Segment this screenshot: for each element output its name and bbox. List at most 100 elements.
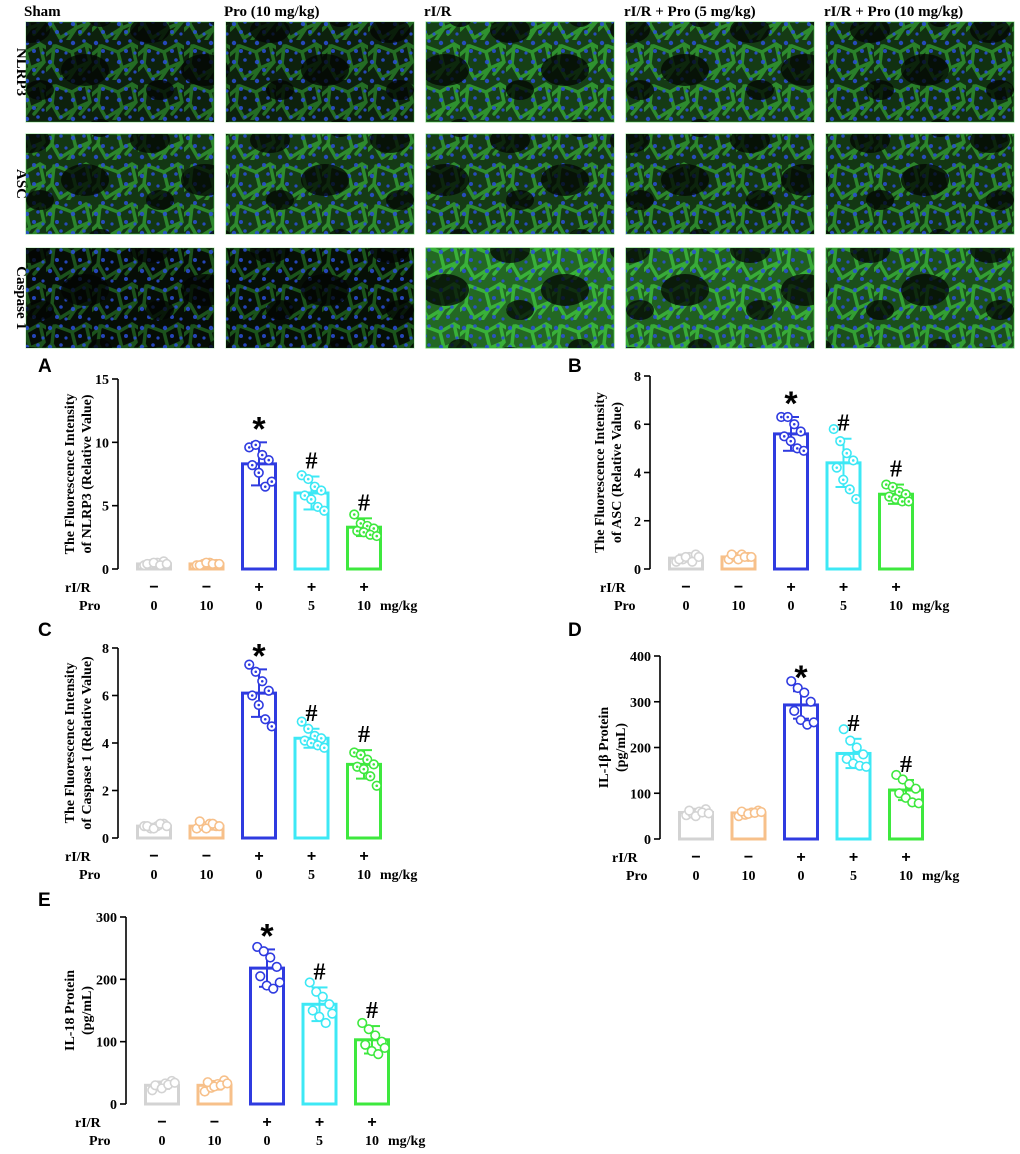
data-point-center — [257, 471, 261, 475]
data-point — [680, 551, 691, 563]
bar-group — [188, 816, 225, 840]
y-axis-label: The Fluorescence Intensity — [593, 392, 608, 553]
pro-dose: 0 — [151, 599, 158, 614]
y-tick-label: 300 — [630, 696, 651, 711]
dose-unit: mg/kg — [912, 599, 949, 614]
micrograph-tile — [825, 133, 1015, 235]
y-axis-label: of NLRP3 (Relative Value) — [80, 394, 95, 553]
data-point-center — [832, 427, 836, 431]
rir-indicator: + — [307, 579, 316, 596]
data-point-center — [884, 483, 888, 486]
micrograph-tile — [625, 21, 815, 123]
micrograph-tile — [825, 21, 1015, 123]
data-point — [327, 1008, 338, 1019]
micrograph-grid: Sham Pro (10 mg/kg) rI/R rI/R + Pro (5 mg/k… — [13, 4, 1015, 349]
data-point — [370, 1030, 381, 1041]
chart-panel-B: B The Fluorescence Intensity of ASC (Relat… — [568, 356, 949, 614]
chart-panel-A: A The Fluorescence Intensity of NLRP3 (Rel… — [38, 356, 417, 614]
rir-indicator: − — [202, 579, 211, 596]
data-point-center — [375, 784, 379, 788]
data-point-center — [267, 458, 271, 462]
bar-group — [144, 1075, 180, 1106]
bar-group: # — [354, 998, 390, 1106]
significance-hash: # — [306, 449, 318, 475]
data-point — [360, 1039, 371, 1050]
data-point-center — [257, 703, 261, 707]
pro-dose: 5 — [316, 1134, 323, 1149]
panel-letter: B — [568, 356, 582, 377]
data-point-center — [313, 485, 317, 488]
micrograph-tile — [825, 247, 1015, 349]
airspace — [826, 22, 1014, 122]
rir-indicator: − — [202, 848, 211, 865]
data-point-center — [372, 527, 376, 530]
data-point-center — [835, 466, 839, 469]
data-point — [861, 761, 872, 772]
bar — [293, 736, 330, 840]
pro-dose: 5 — [308, 599, 315, 614]
y-tick-label: 15 — [95, 373, 109, 388]
data-point — [756, 806, 767, 818]
y-tick-label: 6 — [634, 418, 641, 433]
dose-unit: mg/kg — [922, 869, 959, 884]
chart-panel-C: C The Fluorescence Intensity of Caspase 1 … — [38, 620, 417, 883]
data-point-center — [362, 530, 366, 534]
micrograph-tile — [425, 21, 615, 123]
data-point-center — [260, 679, 264, 683]
data-point — [268, 983, 279, 994]
micrograph-tile — [225, 247, 415, 349]
bar-group — [196, 1075, 233, 1106]
pro-dose: 10 — [732, 599, 746, 614]
data-point-center — [270, 725, 274, 728]
bar-group — [136, 556, 172, 571]
pro-dose: 10 — [200, 599, 214, 614]
bar-group: # — [293, 449, 330, 571]
significance-asterisk: * — [794, 659, 808, 697]
pro-dose: 10 — [357, 599, 371, 614]
data-point-center — [799, 430, 803, 433]
data-point — [786, 676, 797, 687]
pro-dose: 0 — [151, 868, 158, 883]
rir-indicator: − — [681, 579, 690, 596]
chart-panel-E: E IL-18 Protein (pg/mL) 0 100 200 300 − 0 − 10 * +0 #… — [38, 890, 425, 1149]
chart-panel-D: DIL-1β Protein (pg/mL)0100200300400−0−10*… — [568, 620, 959, 884]
y-tick-label: 4 — [102, 737, 109, 752]
data-point — [693, 551, 704, 563]
pro-dose: 0 — [159, 1134, 166, 1149]
pro-dose: 5 — [308, 868, 315, 883]
bar-group: * — [249, 917, 285, 1106]
pro-dose: 0 — [693, 869, 700, 884]
micrograph-tile — [225, 133, 415, 235]
data-point — [258, 946, 269, 957]
data-point — [169, 1077, 180, 1088]
data-point-center — [316, 505, 320, 509]
pro-dose: 0 — [683, 599, 690, 614]
pro-dose: 0 — [256, 599, 263, 614]
data-point — [373, 1049, 384, 1060]
significance-hash: # — [306, 701, 318, 727]
significance-hash: # — [366, 998, 378, 1024]
airspace — [26, 134, 214, 234]
y-tick-label: 400 — [630, 650, 651, 665]
pro-dose: 10 — [889, 599, 903, 614]
rir-indicator: − — [734, 579, 743, 596]
data-point-center — [359, 753, 363, 757]
data-point — [274, 977, 285, 988]
row-label: Caspase 1 — [13, 266, 29, 330]
data-point-center — [887, 495, 891, 498]
data-point-center — [306, 477, 310, 481]
rir-indicator: + — [839, 579, 848, 596]
data-point-center — [897, 490, 901, 494]
data-point — [746, 551, 757, 563]
bar-group: # — [888, 752, 924, 841]
data-point-center — [907, 500, 911, 503]
data-point-center — [900, 500, 904, 503]
airspace — [426, 248, 614, 348]
data-point — [805, 696, 816, 707]
bar-group: * — [773, 385, 809, 571]
rir-indicator: + — [262, 1114, 271, 1131]
airspace — [426, 134, 614, 234]
